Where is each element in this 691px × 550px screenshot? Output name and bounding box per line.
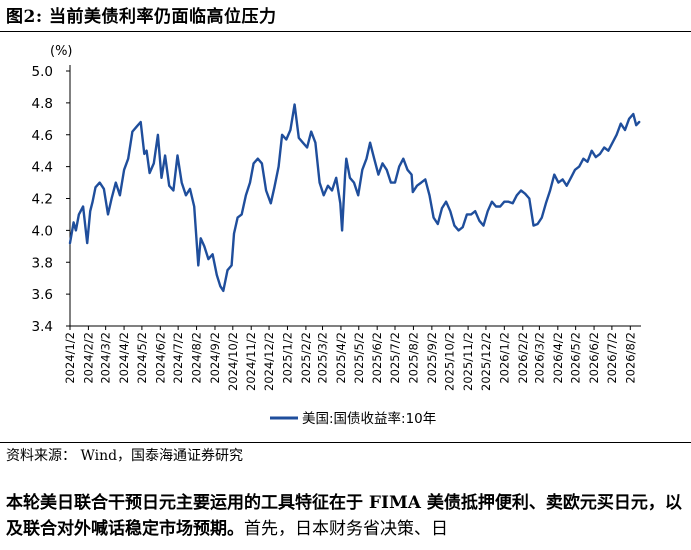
x-tick-label: 2026/4/2 xyxy=(551,332,565,384)
x-tick-label: 2024/2/2 xyxy=(81,332,95,384)
body-paragraph: 本轮美日联合干预日元主要运用的工具特征在于 FIMA 美债抵押便利、卖欧元买日元… xyxy=(6,490,686,542)
chart-axes: (%) 3.4 3.6 3.8 4.0 4.2 4.4 4.6 4.8 5.0 2024/1/2 20… xyxy=(32,44,641,391)
y-tick-label: 4.6 xyxy=(32,128,53,144)
x-tick-label: 2026/7/2 xyxy=(605,332,619,384)
y-tick-label: 3.6 xyxy=(32,287,53,303)
x-tick-label: 2024/9/2 xyxy=(208,332,222,384)
y-axis-unit: (%) xyxy=(50,44,73,59)
y-tick-label: 4.8 xyxy=(32,96,53,112)
x-tick-label: 2024/10/2 xyxy=(226,332,240,391)
x-tick-label: 2025/11/2 xyxy=(461,332,475,391)
figure-title: 图2: 当前美债利率仍面临高位压力 xyxy=(6,7,277,27)
body-paragraph-bold: 本轮美日联合干预日元主要运用的工具特征在于 FIMA 美债抵押便利、卖欧元买日元… xyxy=(6,493,682,539)
source-rule xyxy=(0,442,691,443)
x-tick-label: 2024/5/2 xyxy=(135,332,149,384)
chart-legend: 美国:国债收益率:10年 xyxy=(270,410,436,427)
x-tick-label: 2025/8/2 xyxy=(406,332,420,384)
x-tick-label: 2026/3/2 xyxy=(532,332,546,384)
x-tick-label: 2025/7/2 xyxy=(388,332,402,384)
x-tick-label: 2025/12/2 xyxy=(479,332,493,391)
y-tick-label: 3.4 xyxy=(32,319,53,335)
x-tick-label: 2025/3/2 xyxy=(316,332,330,384)
x-tick-label: 2024/8/2 xyxy=(190,332,204,384)
chart-series xyxy=(68,103,641,293)
x-tick-label: 2024/6/2 xyxy=(153,332,167,384)
title-rule xyxy=(0,31,691,32)
y-tick-label: 5.0 xyxy=(32,64,53,80)
body-paragraph-normal: 首先，日本财务省决策、日 xyxy=(244,519,448,539)
y-tick-label: 4.4 xyxy=(32,160,53,176)
y-tick-label: 3.8 xyxy=(32,255,53,271)
series-line-us-10y xyxy=(68,103,641,293)
x-tick-label: 2026/6/2 xyxy=(587,332,601,384)
x-tick-label: 2024/1/2 xyxy=(63,332,77,384)
x-tick-label: 2024/11/2 xyxy=(244,332,258,391)
x-tick-label: 2026/1/2 xyxy=(497,332,511,384)
x-tick-label: 2025/9/2 xyxy=(425,332,439,384)
x-tick-label: 2025/6/2 xyxy=(370,332,384,384)
x-tick-label: 2024/3/2 xyxy=(99,332,113,384)
legend-label: 美国:国债收益率:10年 xyxy=(302,410,436,427)
x-tick-label: 2024/7/2 xyxy=(171,332,185,384)
x-tick-label: 2025/1/2 xyxy=(280,332,294,384)
treasury-yield-chart: (%) 3.4 3.6 3.8 4.0 4.2 4.4 4.6 4.8 5.0 2024/1/2 20… xyxy=(32,44,641,427)
x-tick-label: 2026/2/2 xyxy=(516,332,530,384)
x-tick-label: 2024/4/2 xyxy=(117,332,131,384)
source-note: 资料来源： Wind，国泰海通证券研究 xyxy=(6,448,244,464)
x-tick-label: 2025/2/2 xyxy=(299,332,313,384)
y-tick-label: 4.2 xyxy=(32,192,53,208)
x-tick-label: 2025/5/2 xyxy=(352,332,366,384)
x-tick-label: 2025/4/2 xyxy=(334,332,348,384)
x-tick-label: 2026/5/2 xyxy=(569,332,583,384)
x-tick-label: 2024/12/2 xyxy=(262,332,276,391)
x-tick-label: 2025/10/2 xyxy=(443,332,457,391)
x-tick-label: 2026/8/2 xyxy=(623,332,637,384)
y-tick-label: 4.0 xyxy=(32,223,53,239)
